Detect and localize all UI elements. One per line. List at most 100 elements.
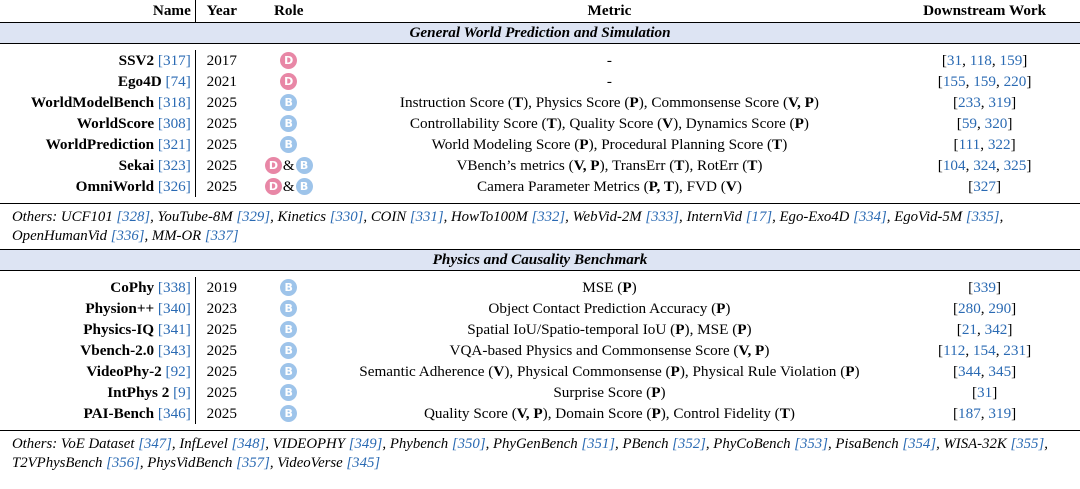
metric-description: Semantic Adherence (V), Physical Commons… [330,363,889,381]
benchmark-role-icon: B [280,321,298,338]
metric-text: ), Control Fidelity ( [660,404,780,422]
others-item-citation: [332] [531,209,566,225]
downstream-work: [104, 324, 325] [937,156,1032,174]
table-row: OmniWorld [326] 2025 D & B Camera Parameter M… [0,176,1080,197]
table-row: IntPhys 2 [9] 2025 B Surprise Score (P) [31] [0,382,1080,403]
metric-description: Object Contact Prediction Accuracy (P) [330,300,889,318]
table-row: CoPhy [338] 2019 B MSE (P) [339] [0,277,1080,298]
table-row: Physics-IQ [341] 2025 B Spatial IoU/Spatio-… [0,319,1080,340]
others-item-name: T2VPhysBench [12,454,103,471]
downstream-citation: 231 [1003,341,1027,359]
others-item-citation: [331] [409,209,444,225]
downstream-work: [280, 290] [952,299,1017,317]
metric-tag: P [629,93,639,111]
dataset-role: B [248,405,330,422]
metric-tag: V, P [738,341,765,359]
others-item-citation: [351] [581,436,616,452]
downstream-work: [112, 154, 231] [938,341,1032,359]
downstream-citation: 187 [958,404,981,422]
table-body: General World Prediction and Simulation S… [0,23,1080,476]
others-item-citation: [345] [346,454,381,471]
others-item-citation: [336] [110,227,145,244]
others-item-citation: [337] [204,227,239,244]
benchmark-role-icon: B [280,115,298,132]
metric-tag: T [779,404,790,422]
role-ampersand: & [282,157,295,174]
metric-text: ), FVD ( [673,177,726,195]
others-item-name: Kinetics [277,209,326,225]
dataset-role: B [248,94,330,111]
metric-text: ), Physical Rule Violation ( [679,362,846,380]
dataset-name-text: WorldModelBench [30,93,155,111]
others-item-citation: [333] [645,209,680,225]
others-item-citation: [350] [451,436,486,452]
metric-tag: V [662,114,674,132]
others-item-name: InternVid [686,209,743,225]
metric-tag: P [845,362,855,380]
metric-tag: P [716,299,726,317]
metric-tag: V [493,362,505,380]
metric-text: ) [660,383,666,401]
metric-tag: V, P [573,156,600,174]
others-item-name: VideoVerse [277,454,343,471]
dataset-citation: [343] [157,341,191,359]
dataset-citation: [308] [157,114,191,132]
dataset-name-text: WorldScore [76,114,155,132]
dataset-name-text: SSV2 [118,51,155,69]
dataset-year: 2025 [194,382,248,403]
metric-tag: P [794,114,804,132]
table-row: WorldPrediction [321] 2025 B World Modeling… [0,134,1080,155]
dataset-role: B [248,363,330,380]
downstream-citation: 220 [1003,72,1027,90]
downstream-citation: 31 [946,51,963,69]
downstream-citation: 111 [958,135,981,153]
table-row: WorldScore [308] 2025 B Controllability Sco… [0,113,1080,134]
others-item-citation: [347] [138,436,172,452]
dataset-citation: [318] [157,93,191,111]
metric-description: VQA-based Physics and Commonsense Score … [330,342,889,360]
dataset-name: Physics-IQ [341] [0,321,195,339]
dataset-citation: [92] [165,362,191,380]
metric-description: VBench’s metrics (V, P), TransErr (T), R… [330,157,889,175]
benchmark-role-icon: B [295,157,313,174]
metric-text: Controllability Score ( [409,114,547,132]
dataset-role-icon: D [264,178,282,195]
metric-text: ), Quality Score ( [556,114,663,132]
dataset-year: 2025 [194,155,248,176]
dataset-role-icon: D [264,157,282,174]
others-item-citation: [17] [745,209,773,225]
dataset-role: D & B [248,157,330,175]
dataset-role: B [248,279,330,296]
metric-text: ), Physics Score ( [523,93,630,111]
metric-text: ), Procedural Planning Score ( [588,135,773,153]
others-item-name: VIDEOPHY [272,436,345,452]
others-item-citation: [354] [902,436,937,452]
header-name: Name [152,2,191,19]
benchmark-role-icon: B [295,178,313,195]
table-row: WorldModelBench [318] 2025 B Instruction Sc… [0,92,1080,113]
metric-description: MSE (P) [330,279,889,297]
dataset-name: VideoPhy-2 [92] [0,363,195,381]
others-item-citation: [335] [965,209,1000,225]
section-title: General World Prediction and Simulation [0,23,1080,43]
downstream-citation: 290 [988,299,1012,317]
downstream-citation: 345 [988,362,1012,380]
metric-text: - [606,51,612,69]
others-item-name: YouTube-8M [157,209,233,225]
others-item-citation: [328] [116,209,151,225]
dataset-name-text: Vbench-2.0 [80,341,155,359]
dataset-name: Ego4D [74] [0,73,195,91]
metric-text: - [606,72,612,90]
dataset-year: 2025 [194,319,248,340]
metric-text: World Modeling Score ( [431,135,580,153]
dataset-year: 2025 [194,340,248,361]
dataset-role: D & B [248,178,330,196]
section-title-rule [0,270,1080,271]
metric-tag: P [622,278,632,296]
downstream-citation: 342 [984,320,1008,338]
downstream-citation: 104 [942,156,966,174]
metric-tag: P [651,383,661,401]
metric-description: Surprise Score (P) [330,384,889,402]
others-item-citation: [334] [853,209,887,225]
metric-text: ) [789,404,795,422]
